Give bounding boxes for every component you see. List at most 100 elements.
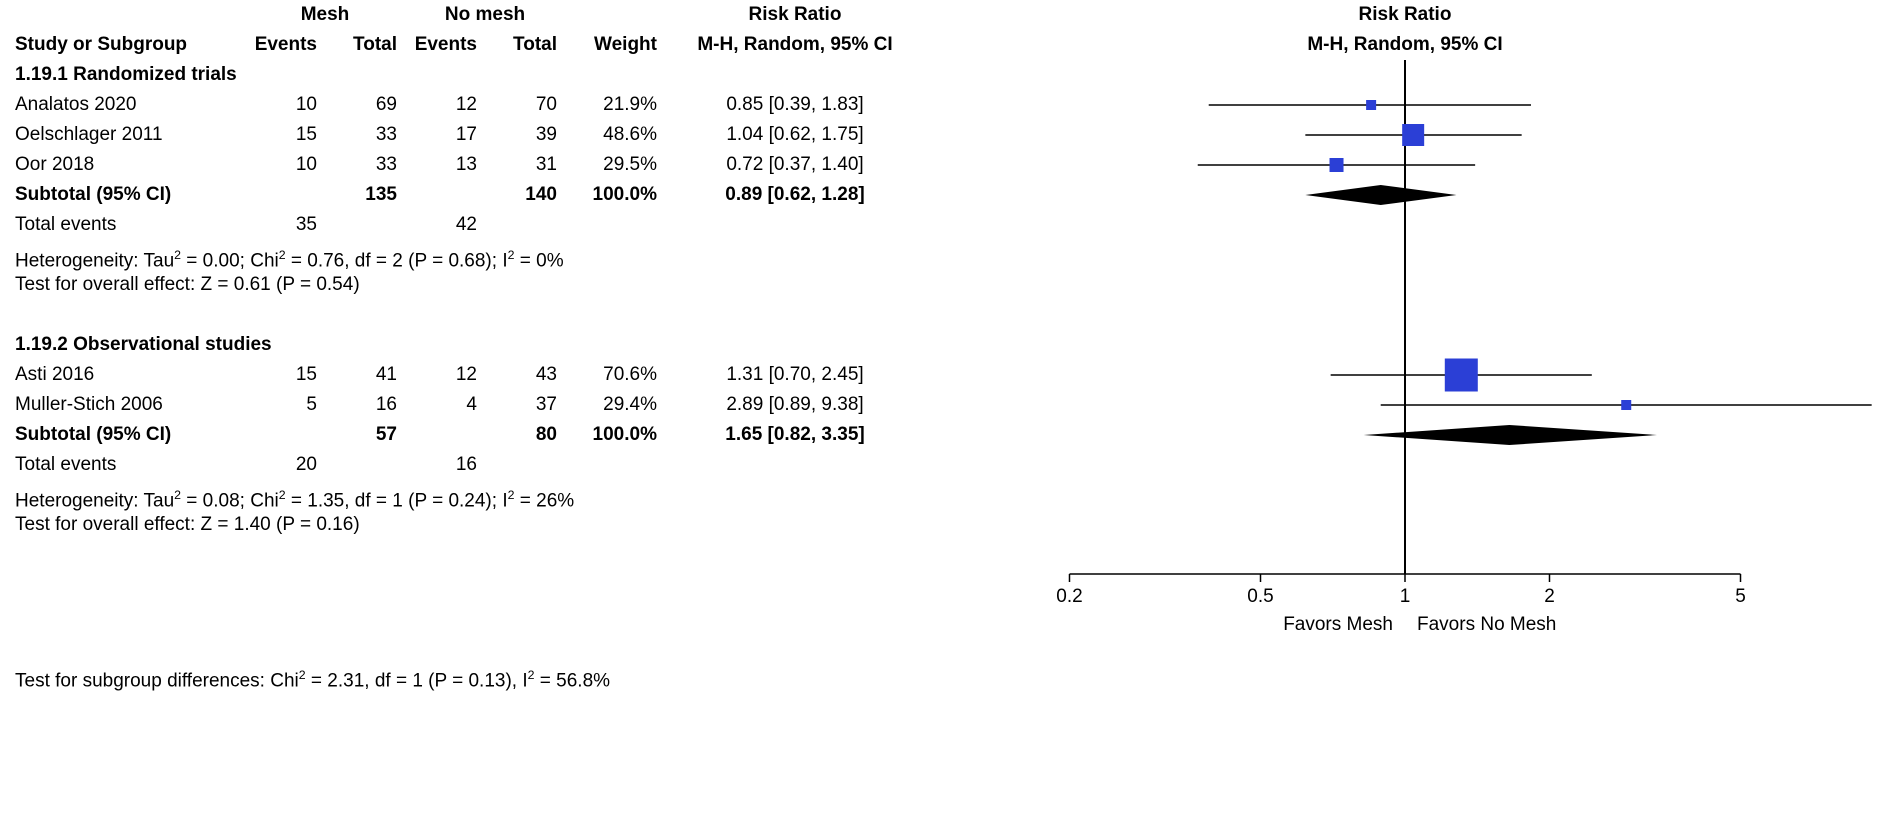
effect-ci: 0.85 [0.39, 1.83] xyxy=(665,90,925,120)
subtotal-ci: 0.89 [0.62, 1.28] xyxy=(665,180,925,210)
total-events-2: 42 xyxy=(405,210,485,240)
plot-marker xyxy=(925,90,1885,120)
plot-title: Risk Ratio xyxy=(925,0,1885,30)
cell xyxy=(245,180,325,210)
weight: 48.6% xyxy=(565,120,665,150)
svg-text:Favors No Mesh: Favors No Mesh xyxy=(1417,614,1556,635)
plot-line xyxy=(925,450,1885,480)
subtotal-n1: 57 xyxy=(325,420,405,450)
spacer xyxy=(15,540,925,570)
svg-text:5: 5 xyxy=(1735,586,1746,607)
plot-diamond xyxy=(925,420,1885,450)
svg-text:0.2: 0.2 xyxy=(1056,586,1082,607)
weight: 29.5% xyxy=(565,150,665,180)
effect-ci: 1.04 [0.62, 1.75] xyxy=(665,120,925,150)
group2-header: No mesh xyxy=(405,0,565,30)
spacer xyxy=(15,300,925,330)
effect-ci: 0.72 [0.37, 1.40] xyxy=(665,150,925,180)
cell xyxy=(405,180,485,210)
effect-header: Risk Ratio xyxy=(665,0,925,30)
axis: 0.2 0.5 1 2 5 Favors Mesh Favors No Mesh xyxy=(925,570,1885,660)
total-nomesh: 37 xyxy=(485,390,565,420)
events-nomesh: 12 xyxy=(405,360,485,390)
cell xyxy=(565,450,665,480)
plot-line xyxy=(925,210,1885,240)
total-mesh: 41 xyxy=(325,360,405,390)
events-mesh: 5 xyxy=(245,390,325,420)
events-nomesh: 4 xyxy=(405,390,485,420)
study-name: Muller-Stich 2006 xyxy=(15,390,245,420)
effect-ci: 1.31 [0.70, 2.45] xyxy=(665,360,925,390)
total2-header: Total xyxy=(485,30,565,60)
events-mesh: 15 xyxy=(245,360,325,390)
cell xyxy=(565,0,665,30)
plot-line xyxy=(925,480,1885,510)
subtotal-n2: 140 xyxy=(485,180,565,210)
study-header: Study or Subgroup xyxy=(15,30,245,60)
total-mesh: 69 xyxy=(325,90,405,120)
events-nomesh: 13 xyxy=(405,150,485,180)
total-events-label: Total events xyxy=(15,210,245,240)
total-nomesh: 39 xyxy=(485,120,565,150)
subtotal-ci: 1.65 [0.82, 3.35] xyxy=(665,420,925,450)
events-mesh: 10 xyxy=(245,150,325,180)
subgroup-diff: Test for subgroup differences: Chi2 = 2.… xyxy=(15,660,1885,690)
events-mesh: 10 xyxy=(245,90,325,120)
total-nomesh: 31 xyxy=(485,150,565,180)
cell xyxy=(665,450,925,480)
total-mesh: 16 xyxy=(325,390,405,420)
events-mesh: 15 xyxy=(245,120,325,150)
svg-text:0.5: 0.5 xyxy=(1247,586,1273,607)
weight: 70.6% xyxy=(565,360,665,390)
plot-line xyxy=(925,60,1885,90)
events1-header: Events xyxy=(245,30,325,60)
cell xyxy=(485,210,565,240)
svg-text:1: 1 xyxy=(1400,586,1411,607)
plot-sub-header: M-H, Random, 95% CI xyxy=(925,30,1885,60)
cell xyxy=(485,450,565,480)
total1-header: Total xyxy=(325,30,405,60)
plot-line xyxy=(925,300,1885,330)
study-name: Oelschlager 2011 xyxy=(15,120,245,150)
effect-ci: 2.89 [0.89, 9.38] xyxy=(665,390,925,420)
cell xyxy=(665,210,925,240)
svg-text:Favors Mesh: Favors Mesh xyxy=(1283,614,1393,635)
study-name: Asti 2016 xyxy=(15,360,245,390)
events-nomesh: 17 xyxy=(405,120,485,150)
events2-header: Events xyxy=(405,30,485,60)
weight: 21.9% xyxy=(565,90,665,120)
subtotal-n2: 80 xyxy=(485,420,565,450)
subtotal-w: 100.0% xyxy=(565,420,665,450)
weight: 29.4% xyxy=(565,390,665,420)
total-nomesh: 43 xyxy=(485,360,565,390)
svg-text:2: 2 xyxy=(1544,586,1555,607)
study-name: Analatos 2020 xyxy=(15,90,245,120)
cell xyxy=(325,210,405,240)
plot-line xyxy=(925,540,1885,570)
axis-blank xyxy=(15,570,925,660)
cell xyxy=(325,450,405,480)
plot-marker xyxy=(925,120,1885,150)
total-events-1: 20 xyxy=(245,450,325,480)
plot-diamond xyxy=(925,180,1885,210)
total-events-2: 16 xyxy=(405,450,485,480)
study-name: Oor 2018 xyxy=(15,150,245,180)
subtotal-w: 100.0% xyxy=(565,180,665,210)
plot-marker xyxy=(925,390,1885,420)
cell xyxy=(565,210,665,240)
plot-line xyxy=(925,330,1885,360)
plot-marker xyxy=(925,360,1885,390)
subtotal-label: Subtotal (95% CI) xyxy=(15,420,245,450)
weight-header: Weight xyxy=(565,30,665,60)
heterogeneity: Heterogeneity: Tau2 = 0.00; Chi2 = 0.76,… xyxy=(15,240,925,270)
total-nomesh: 70 xyxy=(485,90,565,120)
subgroup-title: 1.19.2 Observational studies xyxy=(15,330,925,360)
forest-plot-table: MeshNo meshRisk RatioRisk RatioStudy or … xyxy=(15,0,1880,690)
total-events-1: 35 xyxy=(245,210,325,240)
heterogeneity: Heterogeneity: Tau2 = 0.08; Chi2 = 1.35,… xyxy=(15,480,925,510)
corner xyxy=(15,0,245,30)
overall-test: Test for overall effect: Z = 1.40 (P = 0… xyxy=(15,510,925,540)
plot-marker xyxy=(925,150,1885,180)
subgroup-title: 1.19.1 Randomized trials xyxy=(15,60,925,90)
total-mesh: 33 xyxy=(325,150,405,180)
